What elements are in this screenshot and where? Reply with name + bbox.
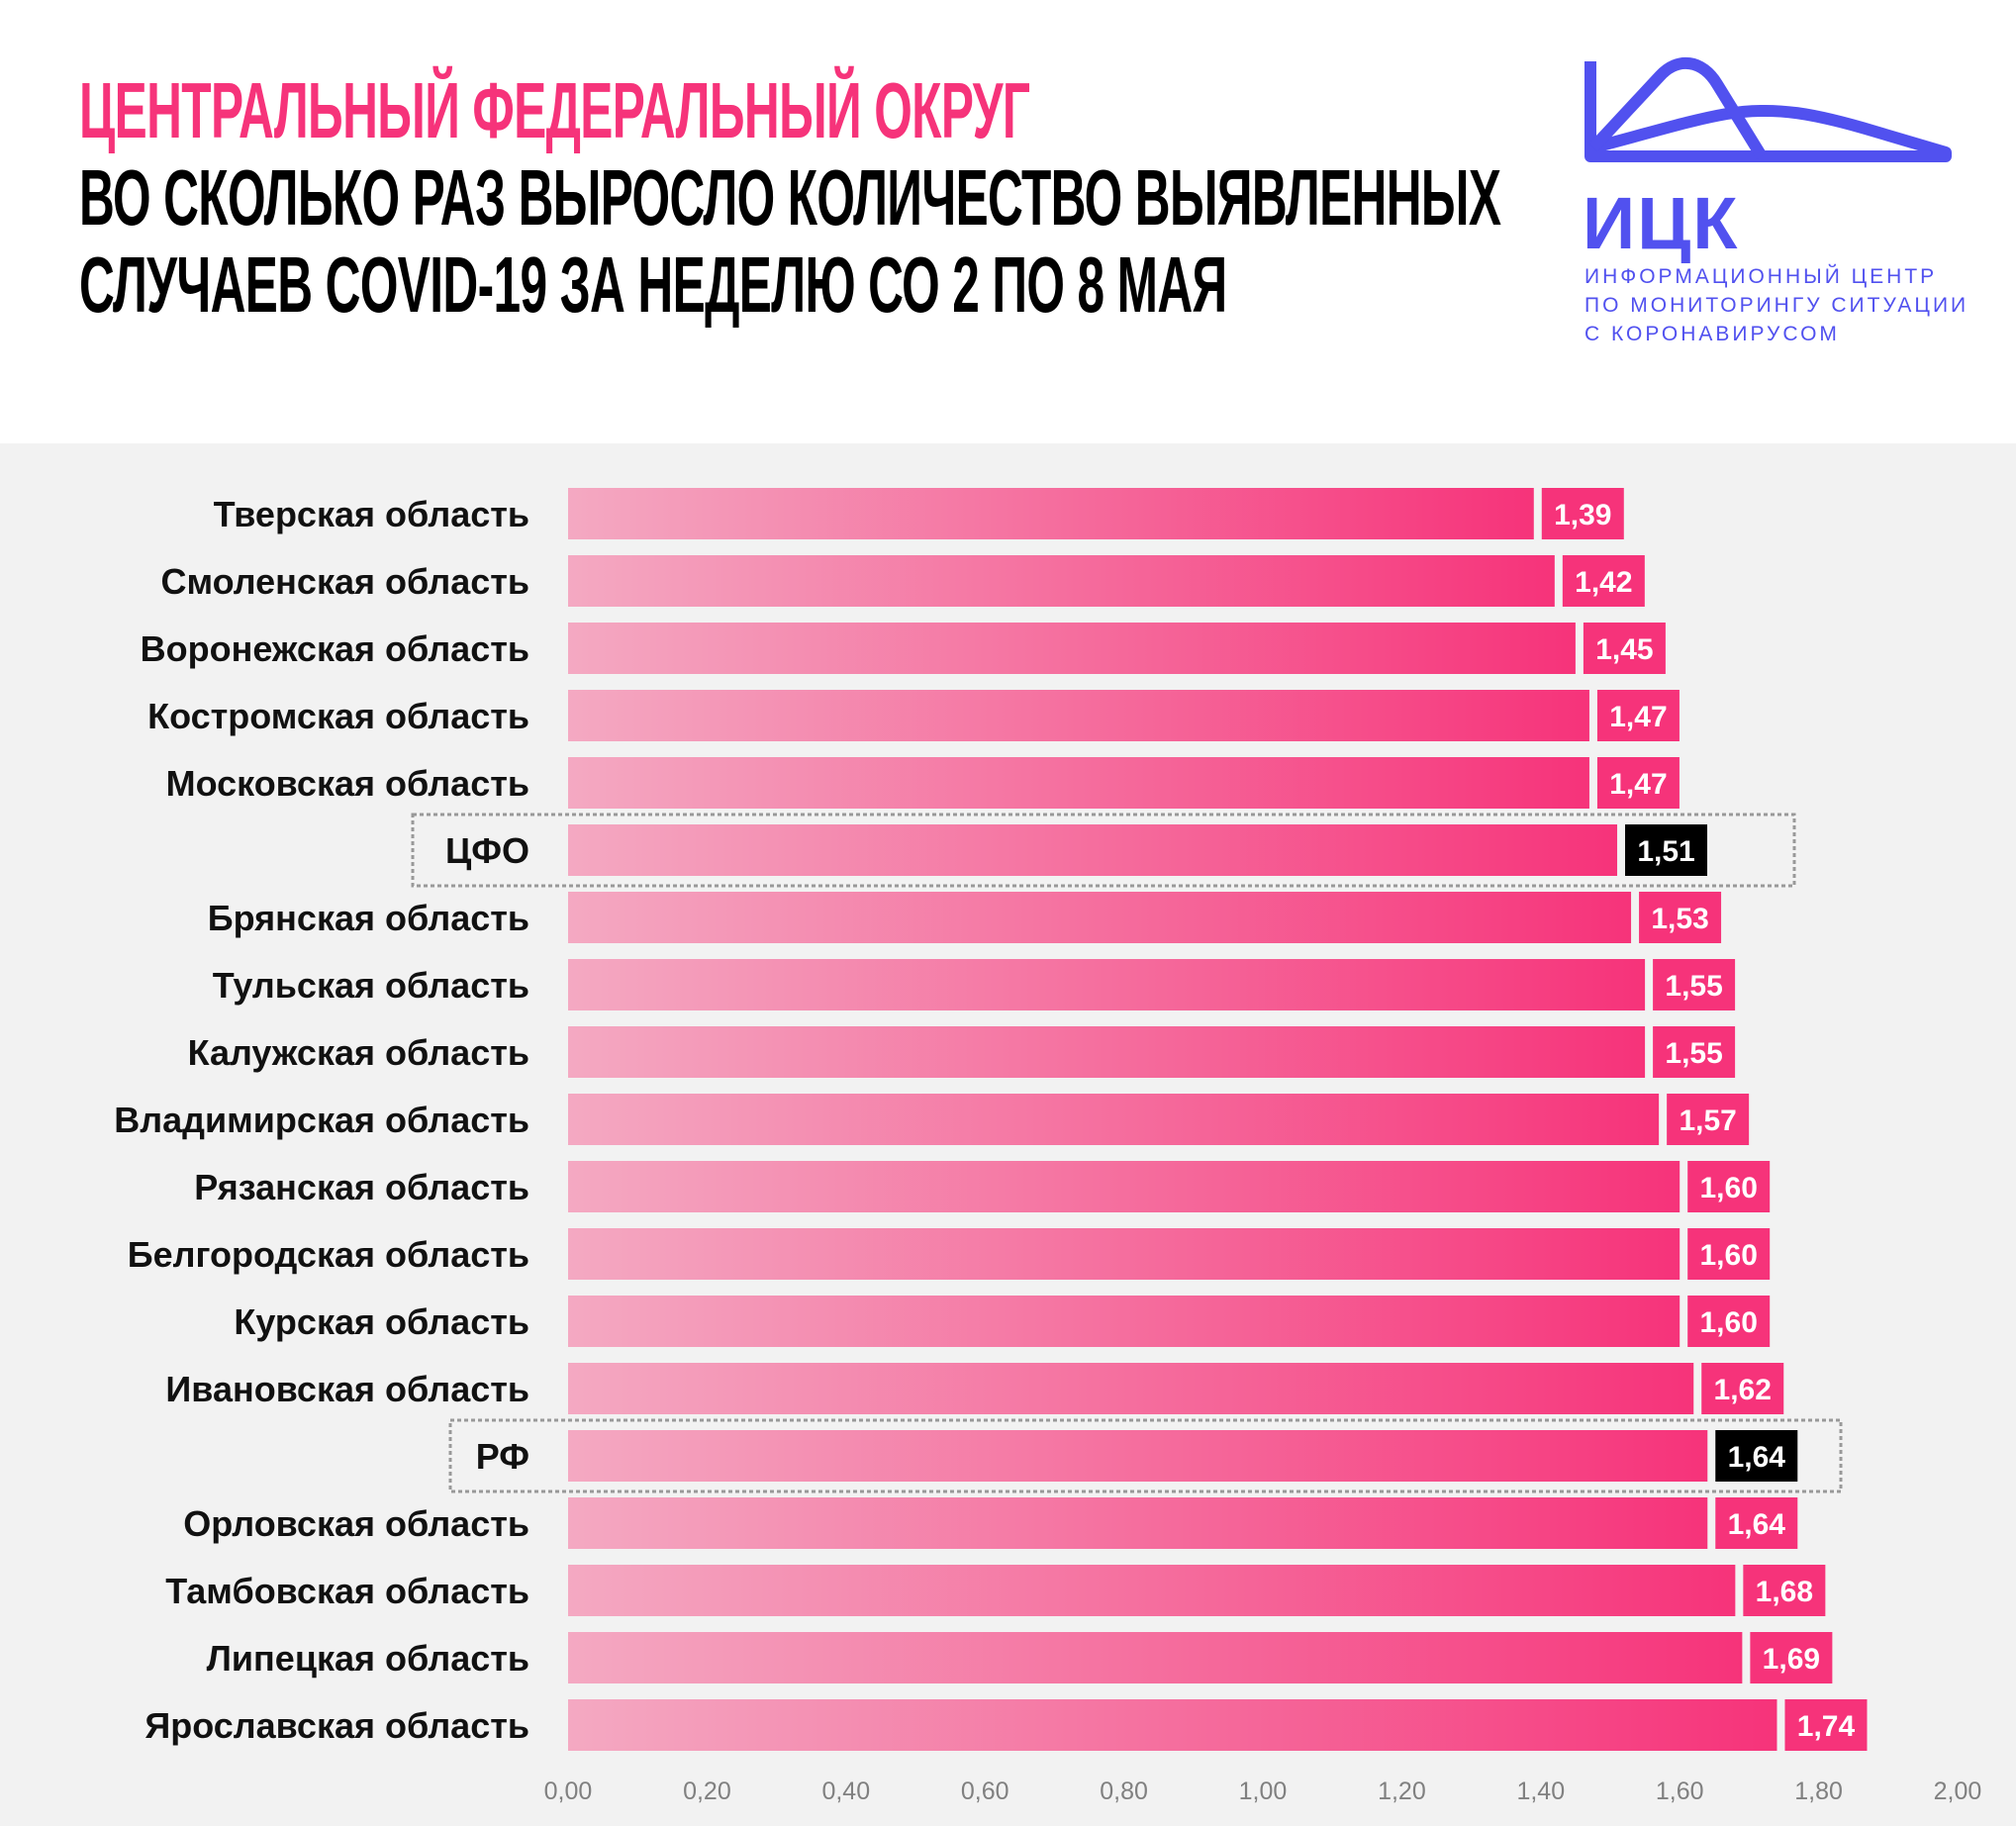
value-label-bg [1653, 1026, 1736, 1078]
value-label-bg [1715, 1497, 1798, 1549]
bar [568, 824, 1618, 876]
category-label: Тульская область [213, 965, 529, 1006]
value-label: 1,39 [1554, 499, 1611, 531]
bar [568, 1296, 1680, 1347]
bar [568, 1026, 1646, 1078]
bar [568, 1430, 1708, 1482]
title-line-1: ВО СКОЛЬКО РАЗ ВЫРОСЛО КОЛИЧЕСТВО ВЫЯВЛЕ… [79, 153, 1501, 241]
value-label-bg [1625, 824, 1708, 876]
value-label-bg [1743, 1565, 1826, 1616]
x-tick-label: 1,00 [1239, 1778, 1288, 1805]
category-label: Московская область [166, 763, 529, 804]
value-label-bg [1562, 555, 1645, 607]
value-label: 1,64 [1728, 1508, 1786, 1541]
category-label: РФ [476, 1436, 529, 1477]
x-tick-label: 1,80 [1794, 1778, 1843, 1805]
value-label-bg [1541, 488, 1624, 539]
bar [568, 488, 1534, 539]
category-label: Белгородская область [128, 1234, 529, 1275]
category-label: Воронежская область [141, 628, 529, 669]
title-region: ЦЕНТРАЛЬНЫЙ ФЕДЕРАЛЬНЫЙ ОКРУГ [79, 66, 1030, 154]
bar [568, 1161, 1680, 1212]
logo-text-line2: ПО МОНИТОРИНГУ СИТУАЦИИ [1584, 294, 1969, 317]
x-tick-label: 0,40 [821, 1778, 870, 1805]
value-label: 1,68 [1756, 1576, 1813, 1608]
highlight-box [411, 813, 1796, 888]
value-label-bg [1583, 623, 1666, 674]
value-label: 1,64 [1728, 1441, 1786, 1474]
category-label: Ярославская область [144, 1705, 529, 1746]
category-label: Ивановская область [165, 1369, 529, 1409]
x-tick-label: 1,20 [1378, 1778, 1426, 1805]
x-tick-label: 1,40 [1516, 1778, 1565, 1805]
value-label: 1,53 [1651, 903, 1708, 935]
bar [568, 1363, 1694, 1414]
category-label: ЦФО [445, 830, 529, 871]
value-label: 1,51 [1637, 835, 1694, 868]
value-label-bg [1596, 690, 1680, 741]
value-label-bg [1687, 1161, 1771, 1212]
value-label: 1,62 [1714, 1374, 1772, 1406]
value-label-bg [1596, 757, 1680, 809]
category-label: Рязанская область [194, 1167, 529, 1207]
value-label: 1,45 [1595, 633, 1653, 666]
value-label: 1,60 [1700, 1306, 1758, 1339]
bar [568, 555, 1555, 607]
bar [568, 1632, 1743, 1683]
category-label: Липецкая область [207, 1638, 529, 1679]
category-label: Тверская область [214, 494, 529, 534]
highlight-box [448, 1418, 1843, 1493]
bar [568, 959, 1646, 1010]
category-label: Тамбовская область [165, 1571, 529, 1611]
value-label: 1,74 [1797, 1710, 1856, 1743]
value-label-bg [1784, 1699, 1868, 1751]
value-label: 1,42 [1575, 566, 1632, 599]
logo-abbr: ИЦК [1583, 182, 1739, 264]
value-label: 1,47 [1609, 768, 1667, 801]
bar [568, 690, 1589, 741]
bar [568, 1699, 1777, 1751]
x-tick-label: 2,00 [1934, 1778, 1982, 1805]
bar [568, 1228, 1680, 1280]
bar [568, 1497, 1708, 1549]
bar [568, 757, 1589, 809]
value-label-bg [1701, 1363, 1784, 1414]
x-tick-label: 0,60 [961, 1778, 1009, 1805]
category-label: Костромская область [147, 696, 529, 736]
category-label: Курская область [234, 1301, 529, 1342]
value-label-bg [1653, 959, 1736, 1010]
x-tick-label: 0,00 [544, 1778, 593, 1805]
bar [568, 892, 1632, 943]
title-line-2: СЛУЧАЕВ COVID-19 ЗА НЕДЕЛЮ СО 2 ПО 8 МАЯ [79, 240, 1227, 329]
value-label: 1,55 [1665, 970, 1722, 1003]
logo-text-line1: ИНФОРМАЦИОННЫЙ ЦЕНТР [1584, 265, 1938, 288]
category-label: Брянская область [208, 898, 529, 938]
x-tick-label: 1,60 [1656, 1778, 1704, 1805]
value-label-bg [1750, 1632, 1833, 1683]
value-label-bg [1639, 892, 1722, 943]
bar [568, 1565, 1736, 1616]
x-tick-label: 0,80 [1100, 1778, 1148, 1805]
value-label: 1,60 [1700, 1172, 1758, 1204]
category-label: Орловская область [183, 1503, 529, 1544]
value-label: 1,69 [1763, 1643, 1820, 1676]
x-tick-label: 0,20 [683, 1778, 731, 1805]
logo-graph-icon: ИЦК [1583, 56, 1952, 264]
value-label-bg [1667, 1094, 1750, 1145]
bar [568, 1094, 1660, 1145]
value-label-bg [1687, 1228, 1771, 1280]
category-label: Владимирская область [114, 1100, 529, 1140]
category-label: Смоленская область [161, 561, 529, 602]
bar [568, 623, 1576, 674]
value-label: 1,60 [1700, 1239, 1758, 1272]
value-label-bg [1687, 1296, 1771, 1347]
value-label: 1,47 [1609, 701, 1667, 733]
value-label: 1,55 [1665, 1037, 1722, 1070]
logo-text-line3: С КОРОНАВИРУСОМ [1584, 323, 1840, 345]
value-label: 1,57 [1679, 1105, 1736, 1137]
category-label: Калужская область [188, 1032, 529, 1073]
value-label-bg [1715, 1430, 1798, 1482]
